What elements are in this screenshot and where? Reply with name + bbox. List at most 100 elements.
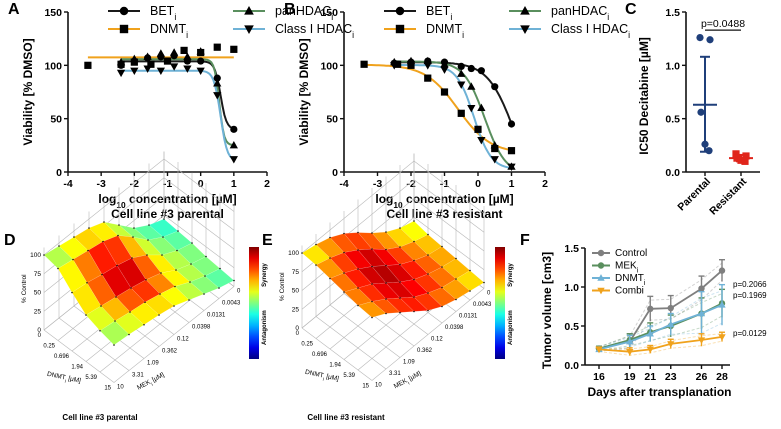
data-point-resistant	[732, 150, 740, 158]
surface-point	[173, 305, 175, 307]
legend-marker	[597, 287, 605, 295]
surface-point	[116, 264, 118, 267]
data-point-invtriangle	[169, 63, 179, 71]
dnmt-tick-label: 0	[296, 331, 300, 337]
z-tick-label: 100	[30, 252, 41, 259]
x-tick-label: -3	[96, 178, 105, 190]
surface-point	[441, 305, 443, 308]
individual-trace	[598, 290, 723, 349]
individual-trace	[598, 322, 723, 352]
data-point-invtriangle	[156, 67, 166, 75]
legend-label: Class I HDACi	[275, 22, 354, 40]
individual-trace	[598, 315, 723, 352]
legend-label: panHDACi	[551, 4, 609, 22]
surface-point	[175, 269, 177, 271]
surface-point	[191, 242, 193, 244]
data-point-invtriangle	[467, 104, 476, 113]
data-point-square	[163, 57, 172, 65]
data-point-invtriangle	[213, 92, 222, 100]
surface-point	[131, 257, 133, 259]
surface-point	[371, 248, 373, 250]
colorbar-label-synergy: Synergy	[508, 263, 514, 287]
legend-label: DNMTi	[426, 22, 464, 40]
surface-point	[469, 269, 471, 272]
fit-curve-circle	[394, 61, 513, 124]
mek-tick-label: 0.0131	[207, 313, 226, 319]
mek-tick-label: 0.12	[177, 337, 189, 343]
legend-marker-triangle	[520, 5, 530, 15]
data-point-circle	[213, 74, 221, 82]
surface-point	[87, 249, 89, 252]
data-point-circle	[507, 120, 516, 128]
data-point-invtriangle	[440, 66, 449, 74]
panel-subtitle: Cell line #3 resistant	[307, 413, 385, 422]
surface-point	[399, 246, 401, 248]
surface-point	[427, 233, 429, 236]
surface-point	[371, 316, 373, 319]
surface-point	[162, 236, 164, 238]
mek-tick-label: 0	[237, 289, 241, 295]
data-point-circle	[197, 57, 205, 65]
p-value-label: p=0.2066	[733, 280, 767, 289]
surface-point	[371, 283, 373, 285]
mek-tick-label: 3.31	[132, 373, 144, 379]
data-point-square	[474, 125, 482, 133]
fit-curve-square	[364, 63, 512, 152]
data-point-square	[147, 60, 155, 68]
surface-point	[115, 296, 117, 298]
data-point-square	[213, 43, 221, 51]
dnmt-tick-label: 0.25	[301, 342, 313, 348]
z-tick-label: 75	[292, 269, 300, 276]
surface-point	[329, 277, 331, 280]
surface-point	[146, 254, 148, 256]
x-tick-label: 21	[644, 371, 656, 383]
surface-point	[455, 257, 457, 260]
surface-point	[158, 314, 160, 316]
panel-letter: E	[262, 232, 273, 249]
y-tick-label: 1.0	[665, 60, 680, 72]
mek-tick-label: 0.0131	[459, 314, 478, 320]
surface-point	[371, 300, 373, 303]
data-point-square	[180, 46, 188, 54]
surface-point	[413, 259, 415, 262]
z-axis-title: % Control	[279, 272, 286, 301]
surface-point	[133, 227, 135, 229]
surface-point	[469, 290, 471, 292]
surface-point	[357, 231, 359, 234]
surface-point	[329, 257, 331, 259]
panel-letter: A	[8, 1, 20, 18]
x-tick-label: Resistant	[707, 175, 749, 217]
dnmt-tick-label: 0	[38, 333, 42, 339]
surface-point	[385, 312, 387, 315]
surface-point	[205, 255, 207, 258]
x-tick-label: 0	[475, 178, 481, 190]
data-point-invtriangle	[116, 69, 126, 78]
surface-point	[413, 310, 415, 313]
surface-point	[441, 266, 443, 268]
x-tick-label: 2	[542, 178, 548, 190]
fit-curve-triangle	[121, 58, 234, 147]
data-point	[626, 337, 634, 345]
surface-point	[129, 311, 131, 313]
mek-tick-label: 1.09	[147, 361, 159, 367]
individual-trace	[598, 262, 723, 348]
data-point-invtriangle	[457, 81, 466, 89]
surface-point	[99, 329, 101, 332]
surface-point	[413, 240, 415, 243]
surface-point	[455, 298, 457, 301]
p-value-label: p=0.0488	[701, 18, 745, 30]
dnmt-tick-label: 0.696	[312, 352, 328, 358]
legend-label: Control	[615, 248, 647, 259]
surface-point	[385, 264, 387, 267]
data-point-triangle	[116, 57, 126, 66]
data-point	[718, 301, 726, 308]
data-point-invtriangle	[507, 163, 516, 171]
data-point-invtriangle	[490, 156, 499, 164]
surface-point	[441, 286, 443, 289]
data-point	[667, 341, 675, 348]
surface-point	[163, 218, 165, 220]
legend-label: panHDACi	[275, 4, 333, 22]
x-tick-label: 0	[198, 178, 204, 190]
data-point-square	[440, 88, 449, 96]
fit-curve-invtriangle	[394, 64, 512, 169]
